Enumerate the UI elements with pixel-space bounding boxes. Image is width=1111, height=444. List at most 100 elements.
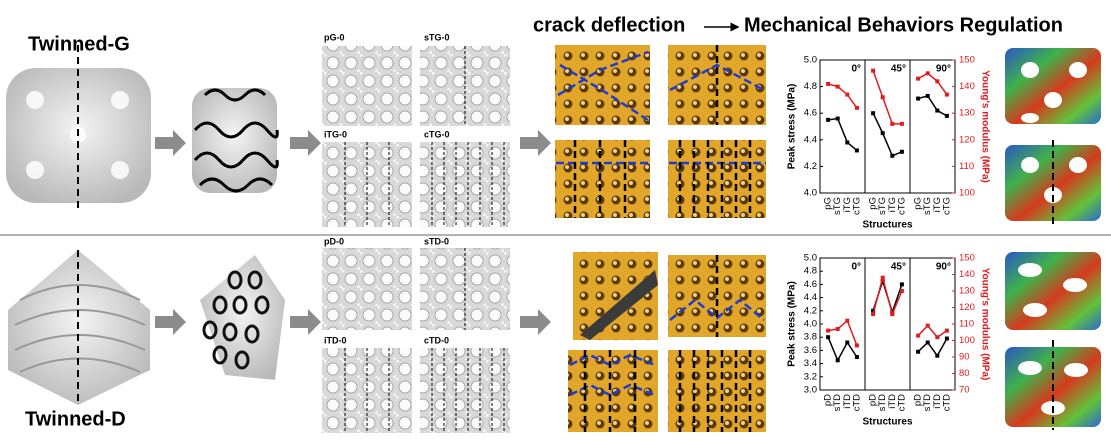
series-marker <box>871 68 876 73</box>
process-arrows <box>155 130 551 335</box>
series-marker <box>845 340 850 345</box>
series-marker <box>944 328 949 333</box>
y-tick-label: 4.8 <box>804 266 817 277</box>
x-tick-label: pD <box>913 394 924 406</box>
series-marker <box>935 79 940 84</box>
y-axis-label: Peak stress (MPa) <box>787 84 798 170</box>
x-tick-label: sTD <box>832 394 843 412</box>
series-marker <box>935 108 940 113</box>
y-tick-label: 3.0 <box>804 385 817 396</box>
lattice-label: sTG-0 <box>424 32 450 42</box>
x-tick-label: pG <box>913 197 924 210</box>
x-tick-label: pD <box>823 394 834 406</box>
x-tick-label: cTD <box>851 394 862 412</box>
series-marker <box>899 282 904 287</box>
y2-tick-label: 70 <box>959 385 970 396</box>
series-marker <box>826 328 831 333</box>
series-marker <box>880 95 885 100</box>
series-marker <box>916 96 921 101</box>
series-marker <box>854 105 859 110</box>
x-tick-label: cTG <box>851 197 862 215</box>
structure-holes <box>26 91 129 179</box>
y-tick-label: 3.4 <box>804 358 817 369</box>
series-marker <box>871 312 876 317</box>
series-marker <box>826 81 831 86</box>
x-tick-label: cTG <box>941 197 952 215</box>
series-marker <box>845 140 850 145</box>
series-marker <box>880 131 885 136</box>
x-tick-label: iTD <box>932 394 943 409</box>
lattice-label: cTD-0 <box>424 335 449 345</box>
twin-lines <box>344 46 505 433</box>
x-tick-label: sTG <box>922 197 933 215</box>
y2-tick-label: 130 <box>959 108 975 119</box>
series-marker <box>916 349 921 354</box>
x-tick-label: sTD <box>922 394 933 412</box>
panel-label: 0° <box>851 262 861 273</box>
header-text: crack deflection <box>533 14 685 36</box>
series-line <box>827 117 858 152</box>
series-marker <box>890 121 895 126</box>
y-tick-label: 4.8 <box>804 81 817 92</box>
series-marker <box>899 289 904 293</box>
x-tick-label: iTD <box>842 394 853 409</box>
y-tick-label: 4.6 <box>804 108 817 119</box>
series-line <box>917 338 948 358</box>
series-line <box>917 95 948 117</box>
x-tick-label: iTG <box>887 197 898 212</box>
series-marker <box>871 308 876 313</box>
series-marker <box>845 318 850 323</box>
y-tick-label: 4.0 <box>804 188 817 199</box>
lattice-images <box>322 46 510 433</box>
series-marker <box>890 153 895 158</box>
twin-lines-photo <box>573 45 752 432</box>
series-line <box>917 324 948 339</box>
y-tick-label: 5.0 <box>804 253 817 264</box>
series-marker <box>835 326 840 331</box>
y2-axis-label: Young's modulus (MPa) <box>979 70 990 183</box>
y2-tick-label: 100 <box>959 335 975 346</box>
panel-label: 0° <box>851 64 861 75</box>
y-tick-label: 3.6 <box>804 345 817 356</box>
series-marker <box>890 312 895 317</box>
crack <box>580 270 658 340</box>
x-axis-label: Structures <box>862 220 912 231</box>
series-marker <box>899 149 904 154</box>
series-marker <box>871 111 876 116</box>
x-tick-label: iTG <box>842 197 853 212</box>
series-marker <box>916 76 921 81</box>
y-tick-label: 3.8 <box>804 332 817 343</box>
panel-label: 90° <box>936 262 951 273</box>
panel-label: 45° <box>891 262 906 273</box>
y-tick-label: 4.2 <box>804 161 817 172</box>
y2-tick-label: 100 <box>959 188 975 199</box>
y-axis-label: Peak stress (MPa) <box>787 281 798 367</box>
series-marker <box>899 121 904 126</box>
x-tick-label: pD <box>868 394 879 406</box>
y2-tick-label: 150 <box>959 55 975 66</box>
series-marker <box>944 92 949 97</box>
header-text: Mechanical Behaviors Regulation <box>744 14 1063 36</box>
lattice-label: cTG-0 <box>424 129 450 139</box>
series-marker <box>944 113 949 118</box>
plot-frame <box>819 59 956 194</box>
x-tick-label: cTG <box>896 197 907 215</box>
y2-tick-label: 150 <box>959 253 975 264</box>
x-tick-label: sTG <box>832 197 843 215</box>
series-marker <box>854 343 859 348</box>
series-line <box>872 112 903 157</box>
slab-image <box>200 255 285 380</box>
panel-label: 45° <box>891 64 906 75</box>
series-marker <box>916 333 921 338</box>
series-line <box>827 336 858 363</box>
series-line <box>827 83 858 109</box>
x-tick-label: cTD <box>896 394 907 412</box>
panel-label: 90° <box>936 64 951 75</box>
wave-paths <box>193 88 279 193</box>
y-tick-label: 4.0 <box>804 319 817 330</box>
lattice-label: pG-0 <box>324 32 345 42</box>
series-marker <box>835 84 840 89</box>
y2-tick-label: 80 <box>959 368 970 379</box>
lattice-label: iTG-0 <box>324 129 347 139</box>
